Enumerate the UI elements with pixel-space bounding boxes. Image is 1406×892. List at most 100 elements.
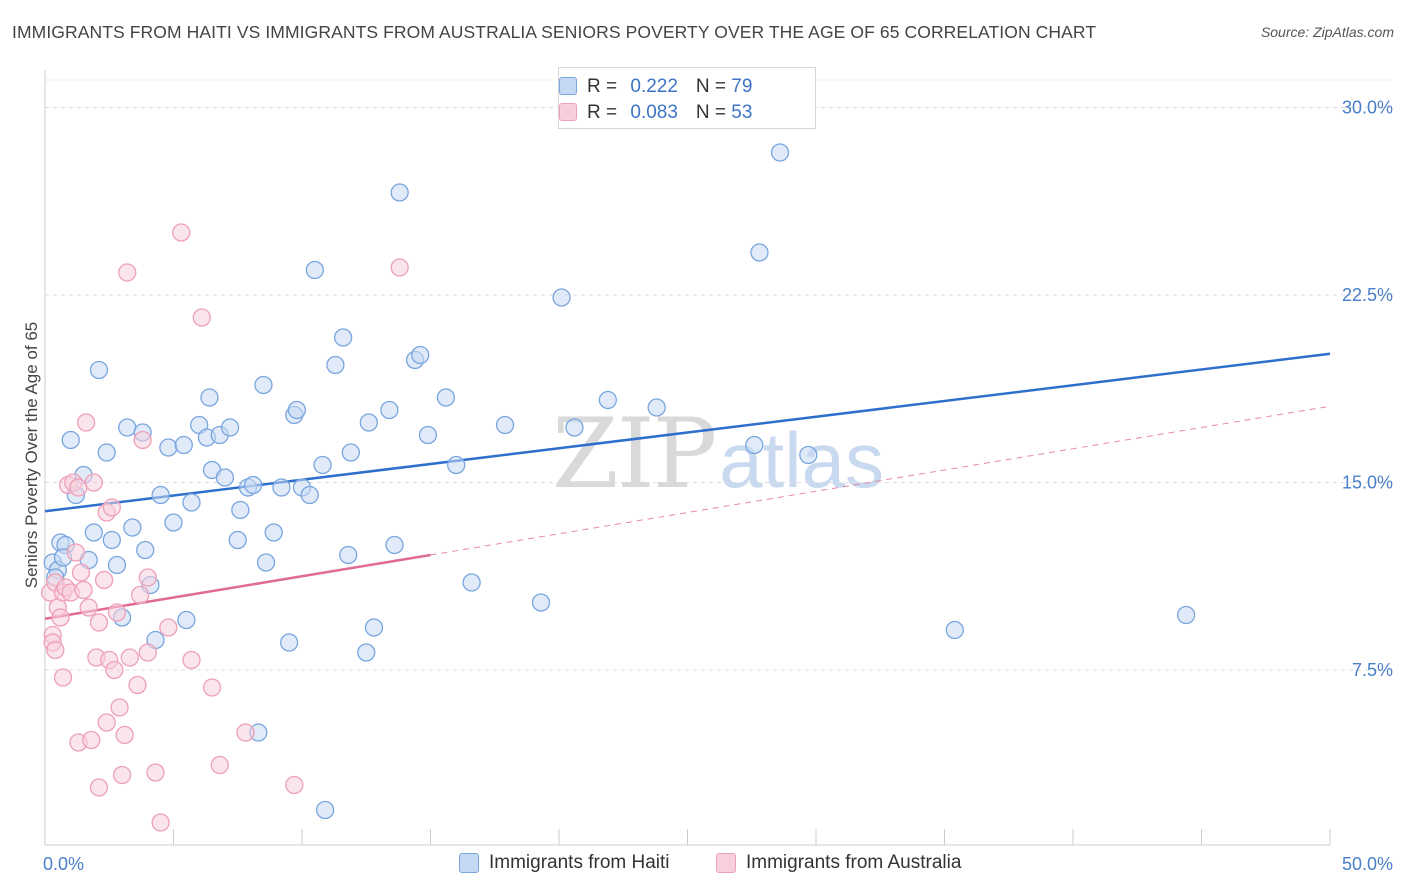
haiti-point bbox=[411, 345, 430, 365]
haiti-point bbox=[418, 425, 438, 445]
haiti-point bbox=[326, 355, 345, 375]
chart-title: IMMIGRANTS FROM HAITI VS IMMIGRANTS FROM… bbox=[12, 22, 1097, 42]
legend-row-haiti: R = 0.222 N = 79 bbox=[559, 75, 753, 99]
legend-n-label: N = bbox=[695, 102, 732, 123]
haiti-point bbox=[200, 388, 219, 407]
australia-point bbox=[120, 648, 139, 667]
australia-point bbox=[66, 543, 85, 562]
australia-point bbox=[138, 568, 157, 587]
legend-row-australia: R = 0.083 N = 53 bbox=[559, 101, 752, 125]
australia-point bbox=[82, 730, 101, 750]
haiti-point bbox=[89, 360, 109, 380]
australia-point bbox=[202, 678, 222, 697]
haiti-point bbox=[313, 455, 332, 475]
australia-point bbox=[151, 813, 170, 832]
haiti-point bbox=[799, 445, 818, 465]
australia-point bbox=[71, 563, 91, 582]
series-legend-haiti: Immigrants from Haiti bbox=[459, 852, 670, 874]
haiti-point bbox=[531, 593, 551, 612]
haiti-point bbox=[215, 468, 235, 487]
australia-point bbox=[133, 430, 152, 450]
grid bbox=[45, 79, 1392, 671]
australia-point bbox=[53, 668, 73, 687]
australia-point bbox=[89, 613, 109, 632]
haiti-point bbox=[287, 400, 307, 420]
haiti-point bbox=[390, 183, 409, 202]
haiti-point bbox=[333, 328, 353, 347]
series-legend-label-australia: Immigrants from Australia bbox=[746, 852, 962, 873]
haiti-point bbox=[364, 618, 384, 637]
haiti-point bbox=[182, 493, 201, 512]
tick-labels: 7.5% 15.0% 22.5% 30.0% 0.0% 50.0% bbox=[43, 98, 1393, 875]
haiti-point bbox=[164, 513, 183, 532]
series-legend: Immigrants from Haiti Immigrants from Au… bbox=[0, 852, 1406, 878]
legend-r-label: R = bbox=[587, 76, 623, 97]
australia-point bbox=[210, 755, 229, 775]
trend-lines bbox=[44, 352, 1331, 620]
australia-point bbox=[79, 598, 98, 617]
y-tick-label: 7.5% bbox=[1352, 660, 1393, 680]
australia-point bbox=[192, 308, 211, 327]
haiti-point bbox=[945, 620, 964, 640]
australia-point bbox=[105, 660, 124, 680]
axes bbox=[44, 70, 1331, 846]
haiti-point bbox=[254, 375, 273, 395]
legend-n-value-haiti: 79 bbox=[731, 76, 753, 97]
y-tick-label: 15.0% bbox=[1342, 473, 1393, 493]
haiti-point bbox=[750, 243, 769, 262]
australia-point bbox=[236, 723, 255, 742]
australia-point bbox=[138, 643, 157, 662]
haiti-point bbox=[61, 430, 80, 450]
haiti-point bbox=[272, 478, 291, 497]
haiti-point bbox=[1176, 605, 1196, 625]
australia-point bbox=[115, 725, 134, 745]
haiti-point bbox=[264, 523, 283, 542]
haiti-point bbox=[341, 443, 360, 462]
y-tick-label: 22.5% bbox=[1342, 285, 1393, 305]
haiti-point bbox=[279, 633, 299, 652]
haiti-point bbox=[745, 435, 764, 455]
australia-point bbox=[107, 603, 127, 622]
australia-point bbox=[159, 618, 178, 637]
haiti-point bbox=[97, 443, 116, 462]
haiti-point bbox=[770, 143, 790, 162]
legend-r-value-australia: 0.083 bbox=[630, 102, 678, 123]
haiti-point bbox=[305, 260, 325, 280]
legend-n-label: N = bbox=[695, 76, 732, 97]
series-legend-label-haiti: Immigrants from Haiti bbox=[489, 852, 670, 873]
haiti-point bbox=[462, 573, 481, 592]
legend-r-value-haiti: 0.222 bbox=[630, 76, 678, 97]
haiti-point bbox=[436, 388, 456, 407]
haiti-point bbox=[447, 455, 466, 475]
haiti-point bbox=[552, 288, 571, 307]
haiti-point bbox=[136, 540, 155, 560]
australia-point bbox=[130, 585, 150, 605]
x-tick-label-max: 50.0% bbox=[1342, 854, 1393, 874]
series-legend-swatch-australia bbox=[716, 853, 736, 873]
haiti-point bbox=[220, 418, 240, 437]
australia-point bbox=[112, 765, 132, 785]
haiti-point bbox=[84, 523, 103, 542]
haiti-point bbox=[151, 485, 170, 505]
australia-point bbox=[182, 650, 201, 670]
australia-point bbox=[172, 223, 191, 242]
haiti-point bbox=[565, 418, 584, 437]
series-legend-australia: Immigrants from Australia bbox=[716, 852, 961, 874]
australia-point bbox=[146, 763, 165, 782]
haiti-point bbox=[123, 518, 142, 537]
australia-point bbox=[118, 263, 137, 282]
haiti-point bbox=[102, 530, 121, 550]
x-tick-label-min: 0.0% bbox=[43, 854, 84, 874]
legend: R = 0.222 N = 79 R = 0.083 N = 53 bbox=[558, 67, 816, 129]
legend-swatch-haiti bbox=[559, 77, 577, 95]
australia-point bbox=[94, 570, 114, 590]
y-axis-label: Seniors Poverty Over the Age of 65 bbox=[22, 322, 41, 588]
legend-swatch-australia bbox=[559, 103, 577, 121]
source-credit: Source: ZipAtlas.com bbox=[1260, 24, 1394, 40]
haiti-point bbox=[598, 390, 617, 410]
haiti-trend-line bbox=[44, 352, 1331, 513]
data-points bbox=[40, 103, 1196, 832]
haiti-point bbox=[231, 500, 250, 520]
australia-point bbox=[69, 478, 88, 497]
